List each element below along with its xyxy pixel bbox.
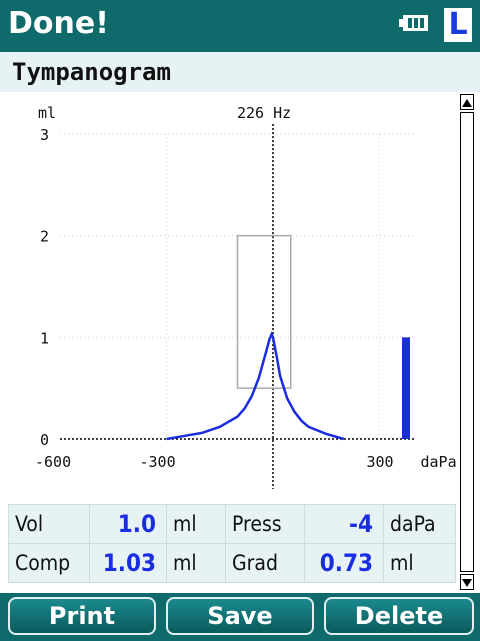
scroll-down-icon[interactable] — [460, 574, 474, 590]
table-row: Vol 1.0 ml Press -4 daPa — [8, 504, 456, 544]
x-unit-label: daPa — [421, 453, 457, 471]
print-button[interactable]: Print — [8, 597, 156, 635]
vol-value: 1.0 — [89, 504, 167, 544]
comp-value: 1.03 — [89, 543, 167, 583]
press-label: Press — [225, 504, 305, 544]
comp-unit: ml — [166, 543, 226, 583]
title-bar: Done! L — [0, 0, 480, 52]
scrollbar[interactable] — [458, 92, 478, 592]
section-title: Tympanogram — [12, 58, 171, 86]
volume-bar — [402, 337, 410, 439]
vol-label: Vol — [8, 504, 90, 544]
y-tick-label: 3 — [40, 126, 49, 144]
y-tick-label: 1 — [40, 329, 49, 347]
table-row: Comp 1.03 ml Grad 0.73 ml — [8, 543, 456, 583]
tympanogram-chart: 226 Hz ml 0 1 2 3 -600 -300 300 daPa — [35, 104, 457, 489]
y-unit-label: ml — [38, 104, 56, 122]
normal-range-box — [236, 234, 292, 389]
status-title: Done! — [8, 6, 109, 41]
section-header: Tympanogram — [0, 52, 480, 92]
x-tick-label: 300 — [367, 453, 394, 471]
scroll-up-icon[interactable] — [460, 94, 474, 110]
grad-value: 0.73 — [304, 543, 384, 583]
button-bar: Print Save Delete — [0, 593, 480, 641]
scroll-track[interactable] — [460, 112, 474, 572]
battery-icon — [399, 15, 428, 31]
tympanogram-curve — [166, 331, 345, 441]
frequency-label: 226 Hz — [237, 104, 291, 122]
x-tick-label: -300 — [140, 453, 176, 471]
grad-unit: ml — [383, 543, 456, 583]
comp-label: Comp — [8, 543, 90, 583]
y-tick-label: 0 — [40, 431, 49, 449]
press-unit: daPa — [383, 504, 456, 544]
ear-indicator: L — [444, 8, 472, 42]
save-button[interactable]: Save — [166, 597, 314, 635]
x-tick-label: -600 — [35, 453, 71, 471]
grad-label: Grad — [225, 543, 305, 583]
y-tick-label: 2 — [40, 228, 49, 246]
delete-button[interactable]: Delete — [324, 597, 474, 635]
press-value: -4 — [304, 504, 384, 544]
results-table: Vol 1.0 ml Press -4 daPa Comp 1.03 ml Gr… — [8, 504, 456, 583]
vol-unit: ml — [166, 504, 226, 544]
